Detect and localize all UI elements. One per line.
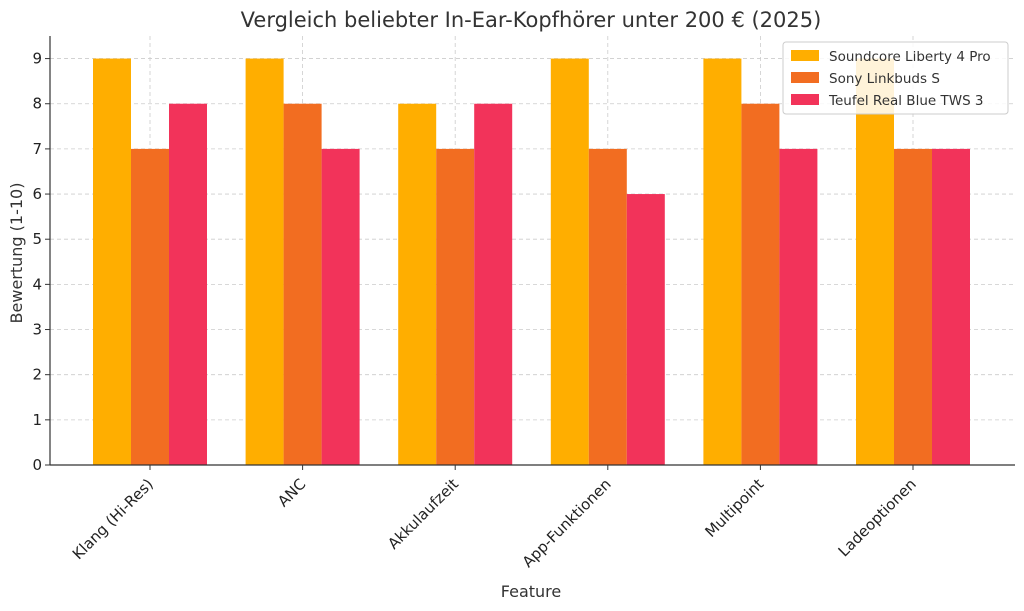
bar-2-4 [588, 148, 627, 466]
y-tick-label: 4 [32, 275, 42, 293]
bar-2-5 [741, 103, 780, 465]
x-tick-label: Akkulaufzeit [384, 475, 462, 553]
bars [93, 58, 970, 466]
y-tick-label: 3 [32, 321, 42, 339]
bar-2-1 [131, 148, 169, 466]
legend-swatch-1 [791, 50, 819, 61]
bar-1-5 [703, 58, 742, 465]
legend-label-3: Teufel Real Blue TWS 3 [828, 93, 984, 109]
x-tick-label: App-Funktionen [519, 475, 615, 571]
chart-title: Vergleich beliebter In-Ear-Kopfhörer unt… [241, 8, 822, 32]
bar-2-6 [894, 148, 932, 466]
bar-3-3 [474, 103, 513, 465]
legend-box [782, 41, 1009, 115]
y-tick-label: 5 [32, 230, 42, 248]
y-axis-label: Bewertung (1-10) [7, 183, 26, 324]
legend-label-1: Soundcore Liberty 4 Pro [829, 49, 991, 65]
y-tick-label: 0 [32, 456, 42, 474]
y-tick-label: 1 [32, 411, 42, 429]
legend: Soundcore Liberty 4 Pro Sony Linkbuds S Te… [782, 41, 1009, 115]
bar-3-6 [932, 148, 970, 466]
x-tick-label: Klang (Hi-Res) [69, 475, 157, 563]
bar-3-2 [321, 148, 360, 466]
legend-swatch-3 [791, 94, 819, 105]
y-tick-label: 8 [32, 95, 42, 113]
legend-label-2: Sony Linkbuds S [829, 71, 940, 87]
bar-1-1 [93, 58, 131, 465]
axes [45, 36, 1015, 470]
y-tick-label: 2 [32, 366, 42, 384]
x-tick-label: Ladeoptionen [835, 475, 920, 560]
bar-3-1 [169, 103, 207, 465]
y-tick-label: 9 [32, 50, 42, 68]
bar-1-6 [856, 58, 894, 465]
y-tick-labels: 0 1 2 3 4 5 6 7 8 9 [32, 50, 42, 474]
bar-1-4 [550, 58, 589, 465]
y-tick-label: 6 [32, 185, 42, 203]
bar-2-3 [436, 148, 475, 466]
x-axis-label: Feature [501, 582, 561, 601]
x-tick-label: Multipoint [702, 475, 768, 541]
x-tick-labels: Klang (Hi-Res) ANC Akkulaufzeit App-Funktio… [69, 475, 920, 571]
bar-3-4 [626, 194, 665, 466]
bar-1-3 [398, 103, 437, 465]
legend-swatch-2 [791, 72, 819, 83]
bar-1-2 [245, 58, 284, 465]
x-tick-label: ANC [274, 475, 309, 510]
bar-3-5 [779, 148, 818, 466]
bar-2-2 [283, 103, 322, 465]
y-tick-label: 7 [32, 140, 42, 158]
